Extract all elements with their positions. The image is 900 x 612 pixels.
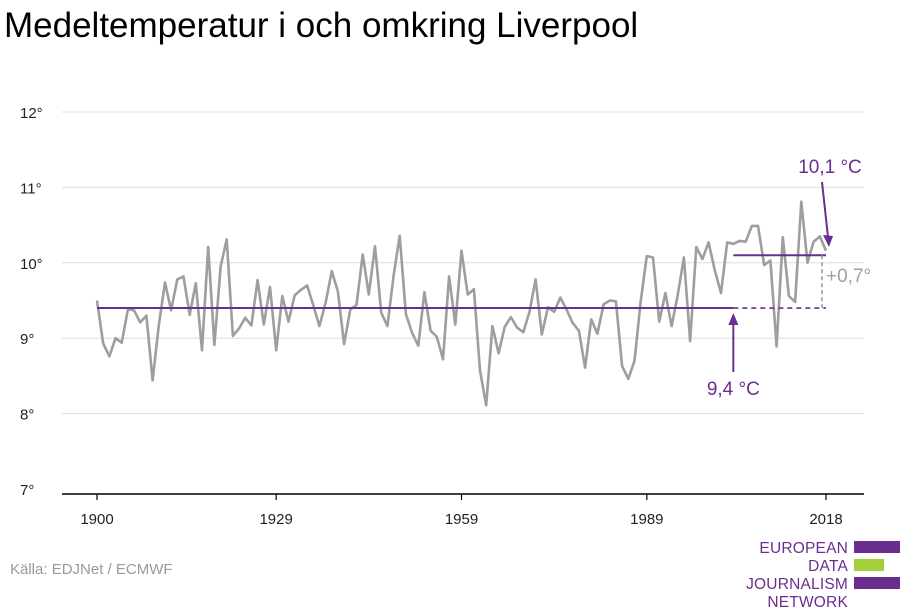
annotations: 9,4 °C 10,1 °C +0,7° bbox=[707, 157, 871, 400]
reference-lines bbox=[97, 254, 826, 310]
recent-arrow-shaft bbox=[821, 181, 829, 238]
logo-bar-bottom bbox=[854, 577, 900, 589]
y-tick-label: 10° bbox=[20, 256, 43, 273]
x-tick-label: 1929 bbox=[259, 511, 292, 528]
logo-bars-icon bbox=[854, 540, 900, 596]
baseline-mean-label: 9,4 °C bbox=[707, 379, 760, 400]
logo-wordmark: EUROPEAN DATA JOURNALISM NETWORK bbox=[708, 540, 848, 612]
logo-bar-top bbox=[854, 541, 900, 553]
recent-mean-label: 10,1 °C bbox=[798, 157, 862, 178]
difference-label: +0,7° bbox=[826, 266, 871, 287]
logo-bar-middle bbox=[854, 559, 884, 571]
x-axis-tick-labels: 1900 1929 1959 1989 2018 bbox=[80, 494, 843, 528]
recent-arrow-head bbox=[823, 235, 833, 247]
y-tick-label: 7° bbox=[20, 482, 34, 499]
chart-title: Medeltemperatur i och omkring Liverpool bbox=[4, 6, 639, 45]
x-tick-label: 1989 bbox=[630, 511, 663, 528]
source-note: Källa: EDJNet / ECMWF bbox=[10, 561, 173, 578]
edjnet-logo[interactable]: EUROPEAN DATA JOURNALISM NETWORK bbox=[708, 540, 900, 611]
y-tick-label: 11° bbox=[20, 180, 42, 197]
y-tick-label: 8° bbox=[20, 407, 34, 424]
x-tick-label: 1959 bbox=[445, 511, 478, 528]
temperature-series-line bbox=[95, 200, 828, 407]
logo-line-data-journalism: DATA JOURNALISM bbox=[746, 558, 848, 593]
x-tick-label: 1900 bbox=[80, 511, 113, 528]
logo-line-european: EUROPEAN bbox=[759, 540, 848, 557]
x-tick-label: 2018 bbox=[809, 511, 842, 528]
logo-line-network: NETWORK bbox=[767, 594, 848, 611]
baseline-arrow-head bbox=[728, 313, 739, 326]
y-tick-label: 9° bbox=[20, 331, 34, 348]
y-tick-label: 12° bbox=[20, 105, 43, 122]
y-axis-tick-labels: 7° 8° 9° 10° 11° 12° bbox=[20, 105, 43, 499]
series-lines bbox=[95, 200, 828, 407]
